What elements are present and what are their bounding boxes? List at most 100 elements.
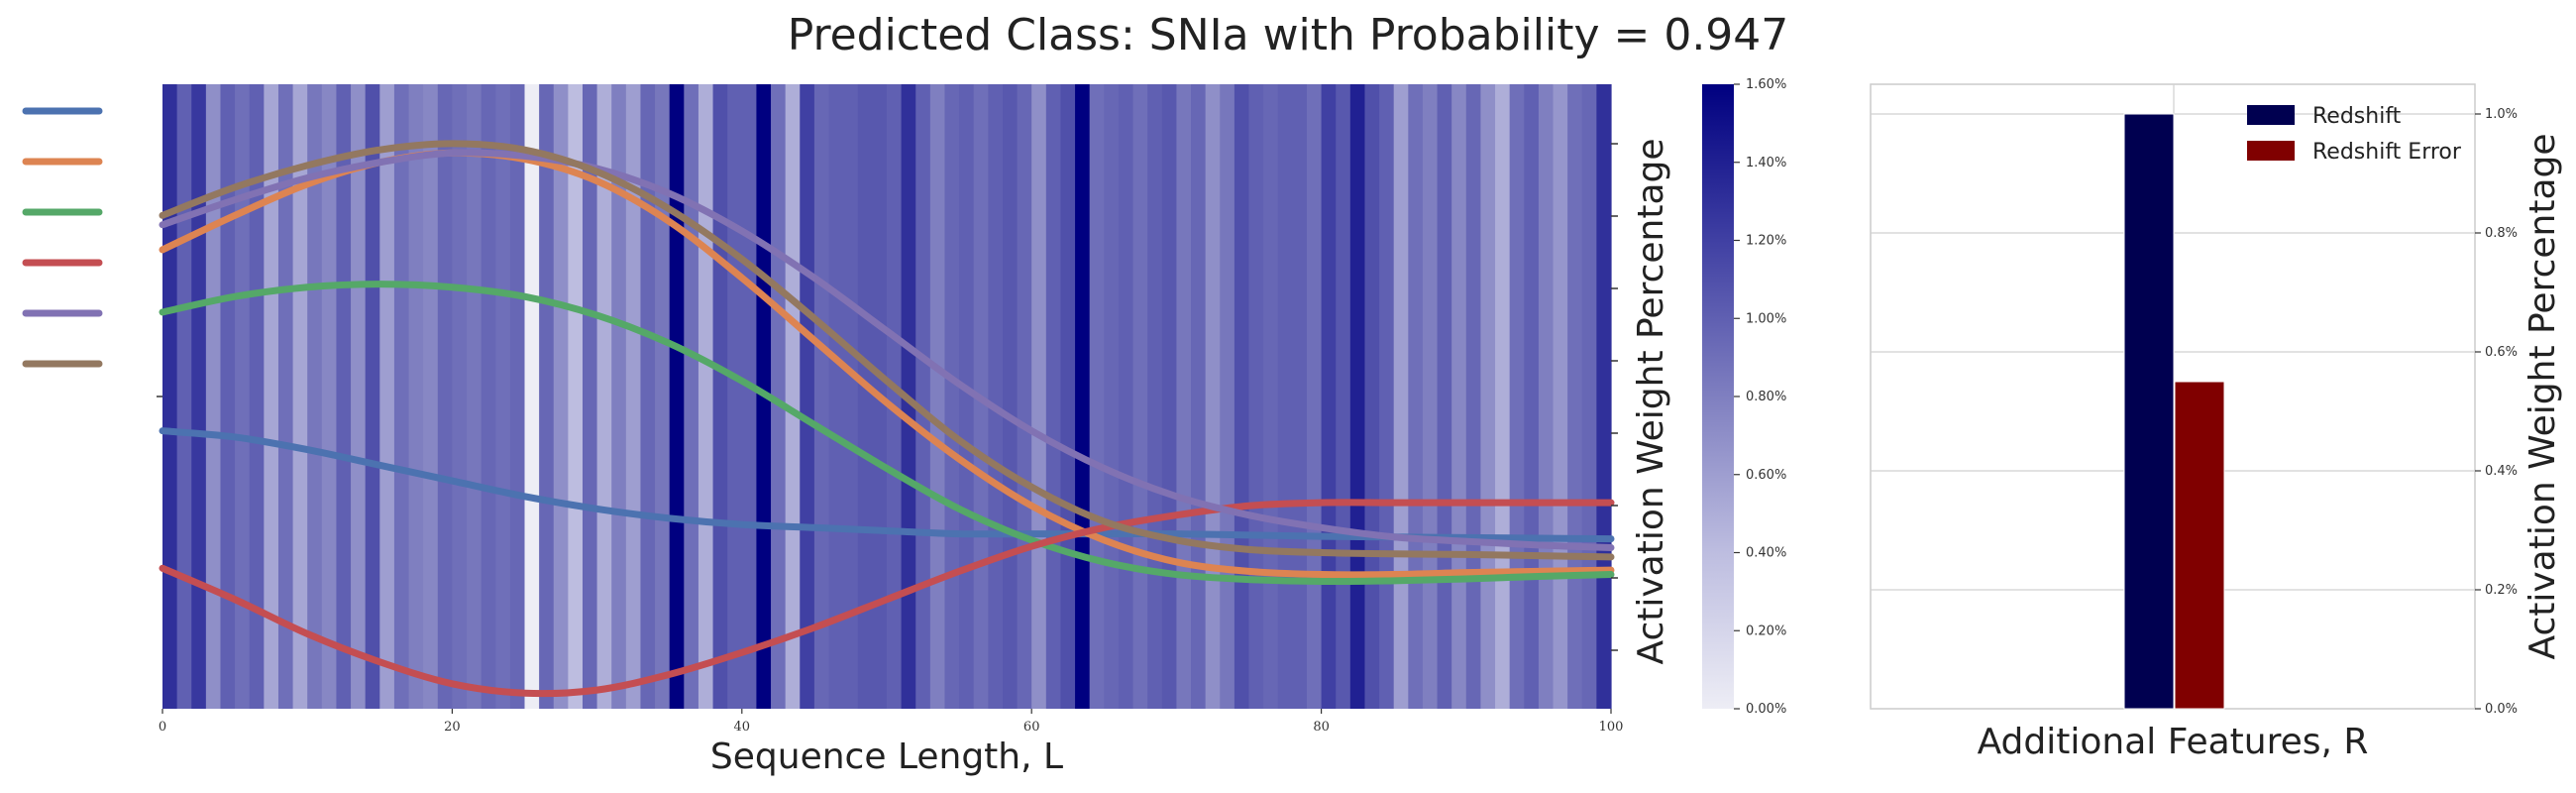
x-tick-label: 100: [1599, 720, 1624, 735]
attention-stripe: [393, 84, 410, 709]
x-tick-label: 20: [444, 720, 461, 735]
bar-y-tick-label: 0.6%: [2485, 345, 2518, 360]
attention-stripe: [1075, 84, 1091, 709]
attention-stripe: [915, 84, 931, 709]
attention-stripe: [1596, 84, 1612, 709]
x-axis-label: Sequence Length, L: [710, 736, 1063, 777]
attention-stripe: [611, 84, 627, 709]
attention-stripe: [423, 84, 439, 709]
attention-stripe: [944, 84, 960, 709]
attention-stripe: [351, 84, 367, 709]
attention-stripe: [292, 84, 308, 709]
attention-stripe: [1045, 84, 1062, 709]
legend-label: Redshift Error: [2312, 140, 2462, 165]
attention-stripe: [988, 84, 1004, 709]
bar-y-tick-label: 1.0%: [2485, 107, 2518, 122]
attention-stripe: [365, 84, 380, 709]
attention-stripe: [1524, 84, 1540, 709]
attention-stripe: [1408, 84, 1424, 709]
light-curve-line: [159, 149, 1615, 551]
colorbar-tick-label: 1.40%: [1746, 156, 1786, 170]
attention-stripe: [1422, 84, 1439, 709]
attention-stripe: [1509, 84, 1525, 709]
attention-stripe: [264, 84, 279, 709]
light-curve-panel: 0 20 40 60 80 100 Sequence Length, L Activati…: [157, 84, 1671, 777]
attention-stripe: [1581, 84, 1597, 709]
bar: [2123, 113, 2175, 710]
light-curve-line: [159, 281, 1615, 586]
colorbar-tick-label: 0.20%: [1746, 623, 1786, 638]
attention-stripe: [495, 84, 511, 709]
figure-title: Predicted Class: SNIa with Probability =…: [788, 10, 1789, 60]
attention-stripe: [1191, 84, 1207, 709]
colorbar-tick-label: 0.80%: [1746, 390, 1786, 404]
colorbar-ticks: 0.00% 0.20% 0.40% 0.60% 0.80% 1.00% 1.20% 1.40%…: [1734, 77, 1786, 717]
colorbar-tick-label: 0.00%: [1746, 702, 1786, 717]
colorbar-axis-label: Activation Weight Percentage: [1631, 138, 1671, 664]
x-axis-ticks: 0 20 40 60 80 100: [159, 709, 1624, 735]
bar-y-ticks: 0.0% 0.2% 0.4% 0.6% 0.8% 1.0%: [2475, 107, 2518, 717]
attention-stripe: [813, 84, 830, 709]
colorbar-tick-label: 1.00%: [1746, 311, 1786, 326]
attention-stripe: [1132, 84, 1148, 709]
bar: [2174, 381, 2225, 710]
attention-stripe: [1089, 84, 1105, 709]
attention-stripe: [1336, 84, 1351, 709]
attention-stripe: [1321, 84, 1337, 709]
legend-color-box: [2247, 105, 2295, 125]
colorbar-tick-label: 0.60%: [1746, 468, 1786, 483]
legend-color-box: [2247, 141, 2295, 161]
attention-stripe: [176, 84, 192, 709]
attention-stripe: [220, 84, 236, 709]
attention-stripe: [1567, 84, 1583, 709]
attention-stripe: [553, 84, 569, 709]
x-tick-label: 40: [734, 720, 751, 735]
attention-stripe: [1104, 84, 1120, 709]
attention-stripe: [1220, 84, 1235, 709]
attention-stripe: [669, 84, 685, 709]
colorbar-tick-label: 1.60%: [1746, 77, 1786, 92]
attention-stripe: [524, 84, 540, 709]
right-axis-ticks: [1611, 143, 1618, 651]
attention-stripe: [959, 84, 975, 709]
bar-x-axis-label: Additional Features, R: [1978, 722, 2369, 762]
attention-stripe: [1465, 84, 1482, 709]
light-curve-line: [159, 499, 1615, 698]
attention-stripe: [655, 84, 671, 709]
attention-stripe: [771, 84, 787, 709]
attention-stripe: [1364, 84, 1380, 709]
colorbar: 0.00% 0.20% 0.40% 0.60% 0.80% 1.00% 1.20% 1.40%…: [1702, 77, 1786, 717]
attention-stripe: [785, 84, 801, 709]
attention-stripe: [408, 84, 424, 709]
attention-stripe: [1234, 84, 1250, 709]
bar-y-axis-label: Activation Weight Percentage: [2522, 133, 2563, 659]
series-legend: [22, 107, 103, 368]
attention-stripe: [1451, 84, 1467, 709]
attention-stripe: [336, 84, 352, 709]
attention-stripe: [582, 84, 598, 709]
attention-stripe: [467, 84, 483, 709]
attention-stripe: [640, 84, 656, 709]
additional-features-panel: 0.0%0.2%0.4%0.6%0.8%1.0% RedshiftRedshif…: [1870, 83, 2563, 762]
attention-stripe: [277, 84, 294, 709]
attention-stripe: [1205, 84, 1221, 709]
bar-y-tick-label: 0.0%: [2485, 702, 2518, 717]
bar-y-tick-label: 0.8%: [2485, 226, 2518, 241]
attention-stripe: [1161, 84, 1177, 709]
x-tick-label: 80: [1313, 720, 1330, 735]
colorbar-tick-label: 1.20%: [1746, 234, 1786, 249]
attention-stripe: [1379, 84, 1395, 709]
attention-stripe: [828, 84, 844, 709]
attention-stripe: [379, 84, 395, 709]
attention-stripe: [1393, 84, 1409, 709]
attention-stripe: [1031, 84, 1047, 709]
attention-stripe: [437, 84, 453, 709]
bar-y-tick-label: 0.4%: [2485, 464, 2518, 479]
attention-stripe: [568, 84, 584, 709]
attention-stripe: [191, 84, 207, 709]
attention-stripe: [887, 84, 903, 709]
attention-stripe: [1060, 84, 1076, 709]
attention-stripe: [249, 84, 265, 709]
attention-stripe: [1553, 84, 1568, 709]
